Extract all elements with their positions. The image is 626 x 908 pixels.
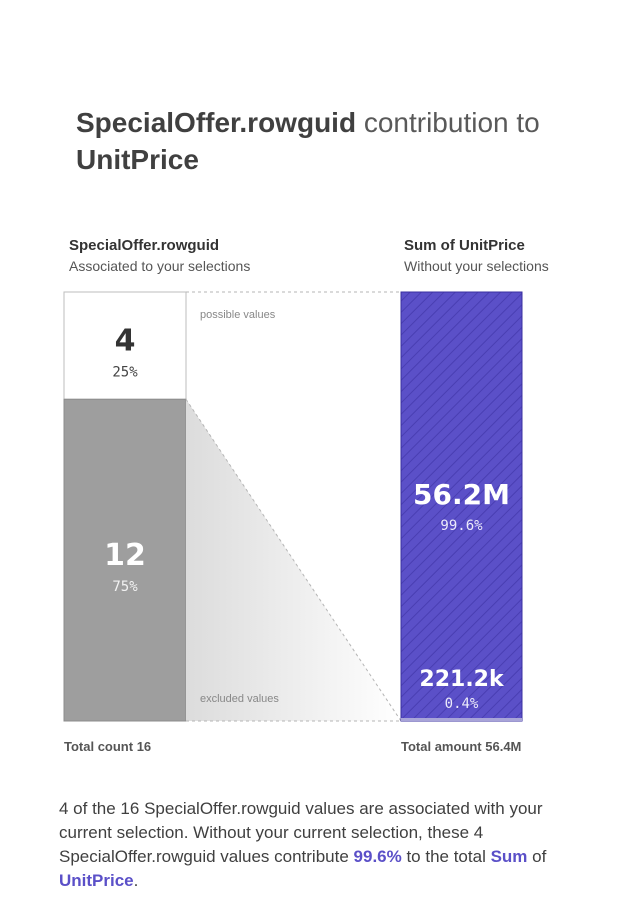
summary-description: 4 of the 16 SpecialOffer.rowguid values … [59, 797, 579, 893]
main-percent-label: 99.6% [440, 518, 483, 534]
left-bar-title: SpecialOffer.rowguid [69, 237, 220, 254]
excluded-values-label: excluded values [200, 693, 279, 705]
chart-title: SpecialOffer.rowguid contribution to Uni… [76, 104, 576, 178]
left-bar-subtitle: Associated to your selections [69, 258, 251, 274]
left-bar-header: SpecialOffer.rowguid Associated to your … [69, 236, 250, 276]
possible-values-label: possible values [200, 309, 276, 321]
desc-text-4: . [133, 871, 139, 890]
desc-agg: Sum [490, 847, 528, 866]
left-bar-possible-segment [63, 291, 187, 400]
excluded-percent-label: 75% [112, 579, 138, 595]
small-percent-label: 0.4% [445, 696, 479, 712]
total-amount-label: Total amount 56.4M [401, 739, 522, 754]
right-bar-hatch [401, 292, 522, 721]
small-amount-label: 221.2k [419, 667, 505, 692]
right-bar-title: Sum of UnitPrice [404, 237, 525, 254]
title-measure: UnitPrice [76, 144, 199, 175]
desc-text-2: to the total [401, 847, 491, 866]
possible-count-label: 4 [115, 324, 136, 359]
possible-percent-label: 25% [112, 365, 138, 381]
left-bar-excluded-segment [63, 398, 187, 722]
total-count-label: Total count 16 [64, 739, 152, 754]
desc-percent: 99.6% [353, 847, 402, 866]
desc-measure: UnitPrice [59, 871, 134, 890]
right-bar-subtitle: Without your selections [404, 258, 549, 274]
right-bar-header: Sum of UnitPrice Without your selections [404, 236, 549, 276]
main-amount-label: 56.2M [413, 478, 510, 511]
title-field: SpecialOffer.rowguid [76, 107, 357, 138]
title-middle: contribution to [356, 107, 540, 138]
desc-text-3: of [527, 847, 547, 866]
excluded-count-label: 12 [104, 538, 146, 573]
right-bar-small-segment [401, 718, 522, 721]
desc-text-1: 4 of the 16 SpecialOffer.rowguid values … [59, 799, 543, 866]
connector-diagonal-line [185, 398, 402, 722]
